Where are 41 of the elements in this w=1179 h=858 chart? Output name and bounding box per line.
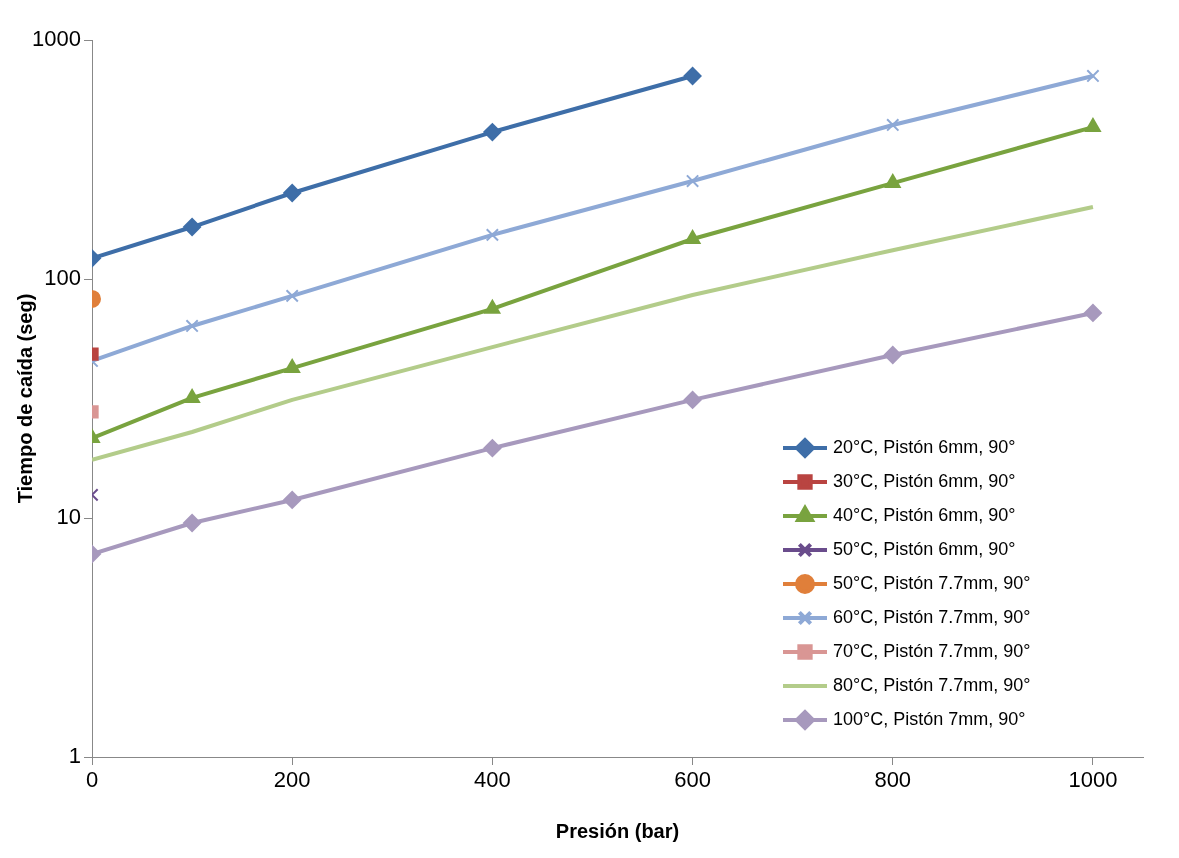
point <box>485 228 500 242</box>
point <box>683 390 702 409</box>
point <box>884 174 901 189</box>
point <box>283 184 302 202</box>
legend-label: 100°C, Pistón 7mm, 90° <box>833 708 1026 729</box>
point <box>183 514 202 532</box>
x-tick-label: 600 <box>674 767 711 793</box>
y-tick-label: 1 <box>68 743 81 769</box>
point <box>483 123 502 142</box>
x-axis-title: Presión (bar) <box>555 819 680 842</box>
legend-label: 80°C, Pistón 7.7mm, 90° <box>833 674 1031 695</box>
x-tick-label: 400 <box>474 767 511 793</box>
legend-label: 50°C, Pistón 6mm, 90° <box>833 538 1016 559</box>
x-tick-label: 0 <box>85 767 99 793</box>
legend-label: 70°C, Pistón 7.7mm, 90° <box>833 640 1031 661</box>
point <box>1086 69 1100 83</box>
y-axis-title: Tiempo de caída (seg) <box>13 293 36 504</box>
x-tick-label: 800 <box>874 767 912 793</box>
point <box>1083 303 1102 322</box>
legend-label: 20°C, Pistón 6mm, 90° <box>833 436 1016 457</box>
point <box>683 66 702 85</box>
point <box>183 218 202 237</box>
point <box>685 174 700 188</box>
legend-label: 50°C, Pistón 7.7mm, 90° <box>833 572 1031 593</box>
y-tick-label: 1000 <box>32 26 81 52</box>
legend-label: 60°C, Pistón 7.7mm, 90° <box>833 606 1031 627</box>
point <box>483 439 502 458</box>
x-tick-label: 1000 <box>1068 767 1118 793</box>
point <box>684 230 701 245</box>
y-tick-label: 10 <box>56 504 81 530</box>
point <box>285 289 299 303</box>
point <box>283 490 302 509</box>
y-tick-label: 100 <box>44 265 81 291</box>
point <box>886 118 900 132</box>
point <box>883 345 902 364</box>
point <box>284 359 301 374</box>
legend-label: 40°C, Pistón 6mm, 90° <box>833 504 1016 525</box>
legend-label: 30°C, Pistón 6mm, 90° <box>833 470 1016 491</box>
point <box>1085 118 1101 133</box>
point <box>185 319 199 333</box>
x-tick-label: 200 <box>273 767 311 793</box>
